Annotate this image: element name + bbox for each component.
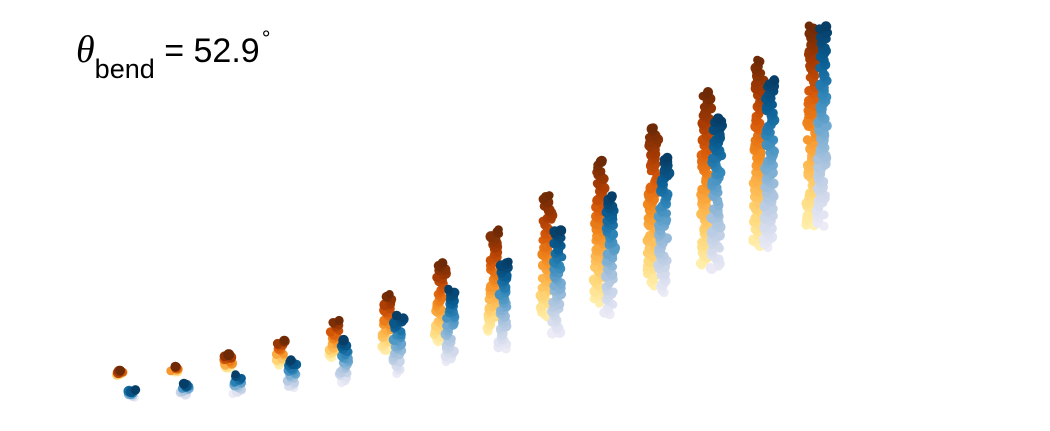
column-blue-4 — [282, 355, 302, 393]
point — [648, 123, 658, 133]
column-blue-11 — [653, 152, 675, 298]
column-blue-14 — [811, 21, 833, 231]
column-orange-4 — [271, 335, 290, 370]
point — [115, 365, 126, 376]
point — [385, 290, 394, 299]
column-blue-12 — [705, 113, 727, 275]
column-orange-10 — [588, 155, 610, 308]
point — [545, 191, 554, 200]
column-blue-1 — [123, 385, 141, 402]
point — [391, 310, 402, 321]
point — [820, 21, 832, 32]
point — [712, 113, 724, 125]
column-blue-13 — [758, 75, 780, 253]
column-orange-12 — [695, 87, 717, 270]
point — [444, 284, 453, 294]
point — [130, 385, 141, 395]
column-orange-3 — [219, 349, 238, 373]
equals-sign: = — [164, 32, 185, 70]
point — [231, 370, 240, 379]
column-blue-7 — [440, 284, 460, 367]
point — [662, 152, 673, 163]
point — [504, 257, 513, 266]
column-orange-2 — [166, 361, 183, 377]
column-orange-5 — [324, 315, 344, 363]
point — [802, 135, 813, 145]
point — [555, 225, 567, 237]
column-blue-9 — [546, 225, 567, 339]
point — [170, 361, 181, 372]
point — [702, 87, 714, 98]
point — [596, 155, 607, 166]
bend-angle-value: 52.9 — [193, 32, 260, 70]
point — [705, 263, 717, 274]
column-blue-10 — [599, 191, 620, 320]
point — [286, 355, 296, 365]
column-blue-3 — [228, 370, 247, 398]
column-blue-5 — [334, 334, 354, 388]
series-blue — [123, 21, 833, 402]
point — [334, 315, 344, 326]
point — [819, 210, 829, 220]
column-orange-11 — [642, 123, 664, 291]
point — [804, 21, 814, 31]
theta-subscript: bend — [94, 54, 155, 84]
point — [223, 349, 235, 361]
point — [338, 334, 349, 346]
theta-symbol: θ — [76, 29, 95, 71]
degree-symbol: ° — [261, 26, 271, 51]
point — [606, 191, 617, 202]
point — [279, 335, 289, 345]
point — [494, 225, 503, 234]
bend-angle-annotation: θbend = 52.9° — [76, 26, 271, 84]
series-layer — [112, 21, 833, 402]
column-blue-6 — [388, 310, 409, 379]
point — [769, 75, 779, 85]
column-orange-1 — [112, 365, 128, 380]
point — [437, 258, 448, 268]
column-blue-8 — [493, 257, 513, 354]
point — [753, 55, 762, 65]
point — [178, 378, 189, 389]
column-blue-2 — [175, 378, 194, 400]
